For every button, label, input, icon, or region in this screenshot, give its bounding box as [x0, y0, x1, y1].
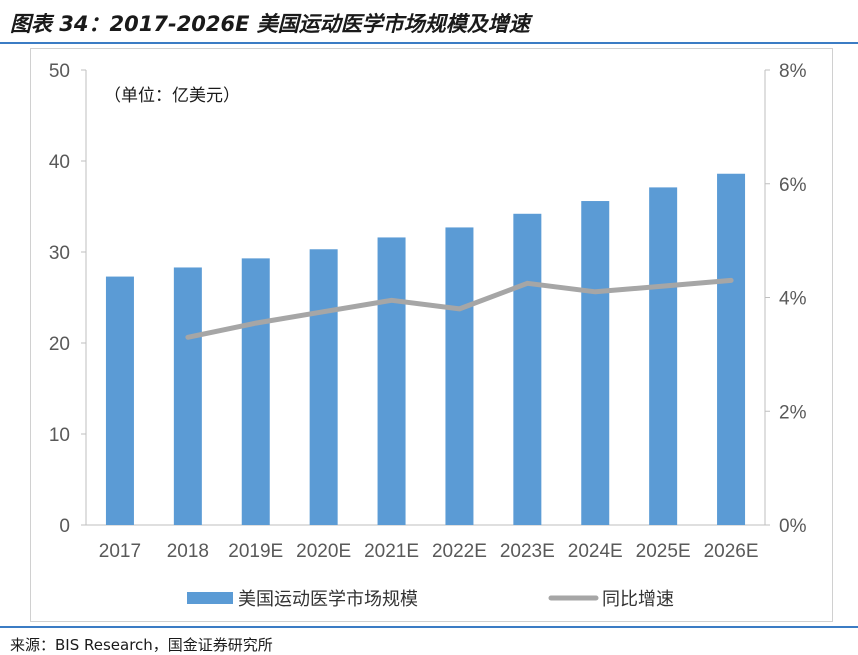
bar: [649, 187, 678, 525]
bar: [105, 276, 134, 525]
y-right-tick-label: 0%: [779, 516, 807, 537]
x-tick-label: 2025E: [636, 541, 691, 562]
x-tick-label: 2018: [167, 541, 209, 562]
top-rule: [0, 42, 858, 44]
x-tick-label: 2023E: [500, 541, 555, 562]
bar: [513, 213, 542, 525]
bar: [717, 173, 746, 526]
chart-area: [30, 48, 833, 622]
y-left-tick-label: 10: [49, 425, 70, 446]
bar: [445, 227, 474, 525]
growth-rate-line: [185, 277, 734, 340]
x-tick-label: 2022E: [432, 541, 487, 562]
x-tick-label: 2026E: [704, 541, 759, 562]
bar: [377, 237, 406, 525]
legend-label-line: 同比增速: [602, 589, 674, 610]
x-tick-label: 2020E: [296, 541, 351, 562]
y-left-tick-label: 50: [49, 61, 70, 82]
source-note: 来源：BIS Research，国金证券研究所: [10, 636, 273, 654]
y-left-tick-label: 0: [59, 516, 70, 537]
x-tick-label: 2021E: [364, 541, 419, 562]
y-left-tick-label: 20: [49, 334, 70, 355]
y-right-tick-label: 6%: [779, 175, 807, 196]
x-tick-label: 2024E: [568, 541, 623, 562]
bar: [581, 201, 610, 526]
bottom-rule: [0, 626, 858, 628]
x-tick-label: 2017: [99, 541, 141, 562]
y-right-tick-label: 2%: [779, 402, 807, 423]
y-right-tick-label: 8%: [779, 61, 807, 82]
x-tick-label: 2019E: [228, 541, 283, 562]
legend-label-bar: 美国运动医学市场规模: [238, 589, 418, 610]
figure-title: 图表 34：2017-2026E 美国运动医学市场规模及增速: [10, 12, 530, 36]
y-right-tick-label: 4%: [779, 289, 807, 310]
bar: [241, 258, 270, 525]
y-left-tick-label: 40: [49, 152, 70, 173]
unit-label: （单位：亿美元）: [104, 86, 240, 106]
legend-swatch-bar: [187, 592, 233, 604]
bar: [309, 249, 338, 525]
bar: [173, 267, 202, 525]
y-left-tick-label: 30: [49, 243, 70, 264]
